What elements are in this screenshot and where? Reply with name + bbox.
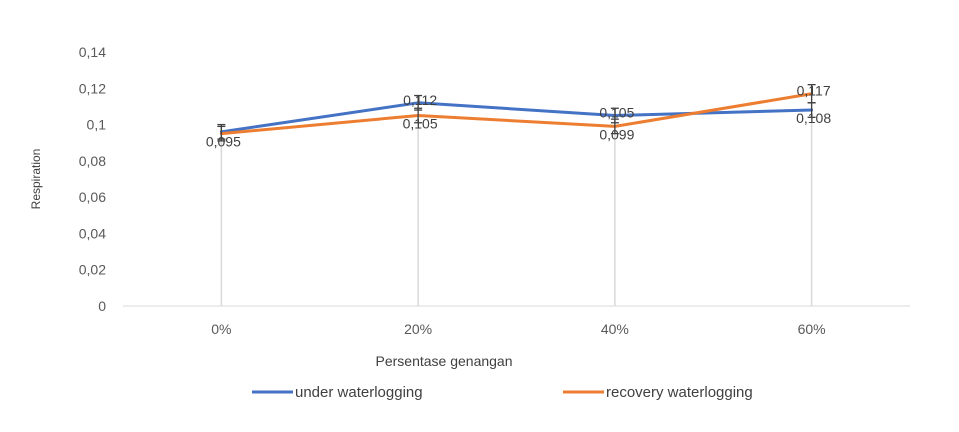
data-label: 0,105 xyxy=(403,116,438,132)
y-tick-label: 0,04 xyxy=(79,225,106,241)
x-tick-label: 0% xyxy=(211,321,231,337)
y-tick-label: 0,14 xyxy=(79,44,106,60)
data-label: 0,095 xyxy=(206,134,241,150)
data-label: 0,099 xyxy=(599,126,634,142)
legend-label: recovery waterlogging xyxy=(606,384,753,401)
x-tick-label: 40% xyxy=(601,321,629,337)
y-tick-label: 0,02 xyxy=(79,262,106,278)
x-tick-labels: 0% 20% 40% 60% xyxy=(211,321,825,337)
data-labels: 0,112 0,105 0,108 0,095 0,105 0,099 0,117 xyxy=(206,83,831,150)
data-label: 0,105 xyxy=(599,105,634,121)
legend-label: under waterlogging xyxy=(295,384,423,401)
error-bars xyxy=(217,84,816,142)
x-tick-label: 60% xyxy=(798,321,826,337)
series-line-under-waterlogging xyxy=(219,101,814,134)
y-tick-label: 0,06 xyxy=(79,189,106,205)
y-tick-labels: 0 0,02 0,04 0,06 0,08 0,1 0,12 0,14 xyxy=(79,44,106,314)
x-axis-title: Persentase genangan xyxy=(376,353,513,369)
series-line-recovery-waterlogging xyxy=(219,92,814,136)
y-axis-title: Respiration xyxy=(29,149,43,210)
series-lines xyxy=(219,92,814,136)
data-label: 0,112 xyxy=(403,92,437,108)
y-tick-label: 0,08 xyxy=(79,153,106,169)
data-label: 0,108 xyxy=(796,110,831,126)
y-tick-label: 0,12 xyxy=(79,80,106,96)
drop-lines xyxy=(220,93,813,306)
data-label: 0,117 xyxy=(797,83,831,99)
x-tick-label: 20% xyxy=(404,321,432,337)
legend: under waterlogging recovery waterlogging xyxy=(252,384,753,401)
y-tick-label: 0,1 xyxy=(87,117,107,133)
y-tick-label: 0 xyxy=(98,298,106,314)
